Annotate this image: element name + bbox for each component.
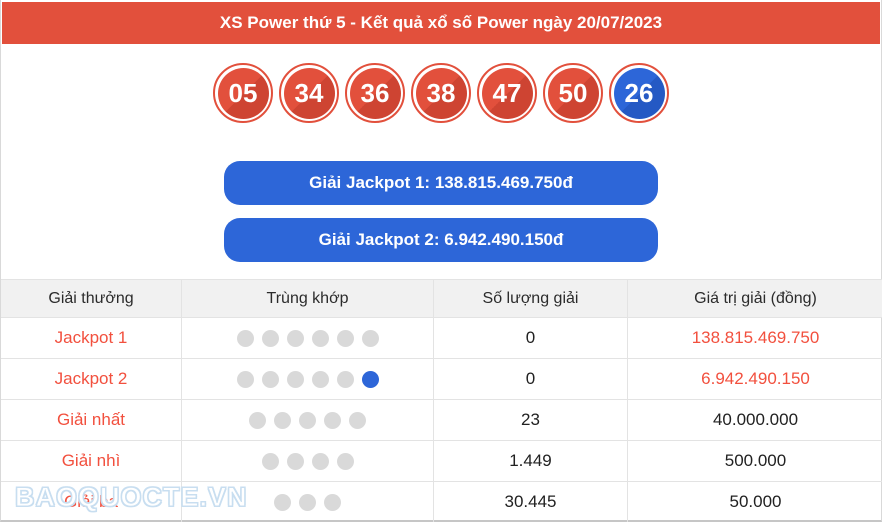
- match-dot: [236, 329, 254, 347]
- table-row: Giải ba 30.445 50.000: [1, 482, 882, 522]
- jackpot-button[interactable]: Giải Jackpot 1: 138.815.469.750đ: [224, 161, 658, 205]
- match-dots: [236, 370, 379, 388]
- match-dot: [286, 329, 304, 347]
- ball-number: 36: [360, 77, 390, 108]
- prize-value: 138.815.469.750: [691, 328, 820, 347]
- jackpot-buttons: Giải Jackpot 1: 138.815.469.750đ Giải Jac…: [1, 161, 881, 262]
- table-row: Jackpot 2 0 6.942.490.150: [1, 359, 882, 400]
- match-dot: [349, 411, 366, 429]
- table-row: Jackpot 1 0 138.815.469.750: [1, 318, 882, 359]
- prize-name: Jackpot 1: [1, 318, 182, 358]
- match-dot: [324, 411, 341, 429]
- prize-count: 23: [434, 400, 628, 440]
- results-table: Giải thưởng Trùng khớp Số lượng giải Giá tr…: [1, 279, 882, 522]
- lottery-ball: 50: [543, 63, 603, 123]
- prize-name: Giải nhất: [1, 400, 182, 440]
- match-dot: [336, 370, 354, 388]
- match-dot: [311, 452, 329, 470]
- match-dots: [236, 329, 379, 347]
- prize-value: 50.000: [729, 492, 782, 511]
- table-header-cell: Số lượng giải: [434, 280, 628, 317]
- lottery-ball: 26: [609, 63, 669, 123]
- table-body: Jackpot 1 0 138.815.469.750 Jackpot 2 0 …: [1, 318, 882, 522]
- match-dot: [274, 493, 291, 511]
- lottery-ball: 38: [411, 63, 471, 123]
- lottery-ball: 47: [477, 63, 537, 123]
- table-header-cell: Giải thưởng: [1, 280, 182, 317]
- match-dots: [261, 452, 354, 470]
- ball-number: 26: [624, 77, 654, 108]
- prize-value: 500.000: [724, 451, 787, 470]
- match-dot: [261, 452, 279, 470]
- ball-number: 34: [294, 77, 324, 108]
- match-dot: [311, 329, 329, 347]
- power-ball-face: 26: [613, 67, 665, 119]
- match-dot: [261, 370, 279, 388]
- ball-number: 05: [228, 77, 258, 108]
- main-ball-face: 05: [217, 67, 269, 119]
- main-ball-face: 50: [547, 67, 599, 119]
- jackpot-button[interactable]: Giải Jackpot 2: 6.942.490.150đ: [224, 218, 658, 262]
- prize-count: 0: [434, 359, 628, 399]
- main-ball-face: 34: [283, 67, 335, 119]
- prize-value: 40.000.000: [712, 410, 799, 429]
- lottery-ball: 34: [279, 63, 339, 123]
- prize-count: 1.449: [434, 441, 628, 481]
- title-bar: XS Power thứ 5 - Kết quả xổ số Power ngà…: [2, 2, 880, 44]
- ball-number: 50: [558, 77, 588, 108]
- match-dot: [299, 493, 316, 511]
- prize-name: Jackpot 2: [1, 359, 182, 399]
- match-dots: [249, 411, 366, 429]
- main-ball-face: 36: [349, 67, 401, 119]
- match-dot: [286, 452, 304, 470]
- table-header-row: Giải thưởng Trùng khớp Số lượng giải Giá tr…: [1, 280, 882, 318]
- match-dot: [324, 493, 341, 511]
- balls-row: 05 34 36 38 47 50 26: [1, 63, 881, 123]
- match-dot: [261, 329, 279, 347]
- match-dot: [311, 370, 329, 388]
- match-dot: [236, 370, 254, 388]
- lottery-ball: 05: [213, 63, 273, 123]
- ball-number: 47: [492, 77, 522, 108]
- power-dot: [361, 370, 379, 388]
- match-dot: [336, 452, 354, 470]
- match-dot: [336, 329, 354, 347]
- prize-name: Giải ba: [1, 482, 182, 522]
- ball-number: 38: [426, 77, 456, 108]
- match-dot: [286, 370, 304, 388]
- match-dot: [274, 411, 291, 429]
- lottery-ball: 36: [345, 63, 405, 123]
- prize-value: 6.942.490.150: [701, 369, 810, 388]
- match-dot: [361, 329, 379, 347]
- prize-name: Giải nhì: [1, 441, 182, 481]
- match-dots: [274, 493, 341, 511]
- table-header-cell: Giá trị giải (đồng): [628, 280, 882, 317]
- match-dot: [299, 411, 316, 429]
- match-dot: [249, 411, 266, 429]
- prize-count: 0: [434, 318, 628, 358]
- prize-count: 30.445: [434, 482, 628, 522]
- main-ball-face: 47: [481, 67, 533, 119]
- main-ball-face: 38: [415, 67, 467, 119]
- table-row: Giải nhì 1.449 500.000: [1, 441, 882, 482]
- table-header-cell: Trùng khớp: [182, 280, 434, 317]
- page-title: XS Power thứ 5 - Kết quả xổ số Power ngà…: [219, 13, 663, 32]
- table-row: Giải nhất 23 40.000.000: [1, 400, 882, 441]
